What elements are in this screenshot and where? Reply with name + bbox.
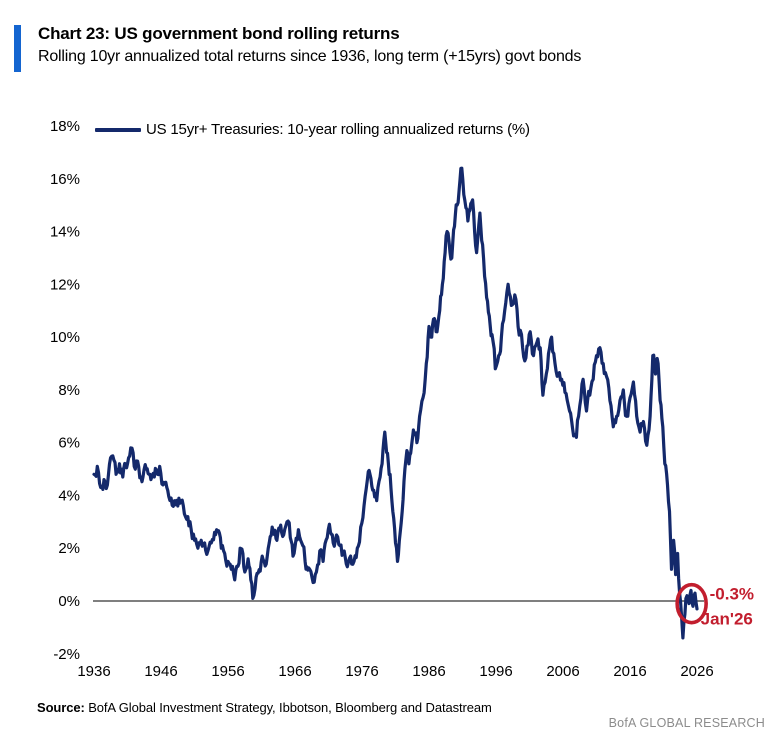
y-tick-label: 2% [58,540,80,557]
y-tick-label: 6% [58,435,80,452]
x-tick-label: 1976 [345,663,378,680]
y-tick-label: 0% [58,593,80,610]
y-tick-label: 4% [58,487,80,504]
source-label: Source: [37,700,85,715]
returns-line [92,166,699,640]
x-tick-label: 1986 [412,663,445,680]
x-tick-label: 1966 [278,663,311,680]
x-tick-label: 1956 [211,663,244,680]
x-tick-label: 1946 [144,663,177,680]
y-tick-label: 14% [50,224,80,241]
annotation-date: Jan'26 [701,610,753,629]
title-accent-bar [14,25,21,72]
y-tick-label: 16% [50,171,80,188]
y-tick-label: 10% [50,329,80,346]
annotation-value: -0.3% [710,585,754,604]
brand-footer: BofA GLOBAL RESEARCH [608,716,765,730]
y-tick-label: 8% [58,382,80,399]
chart-title: Chart 23: US government bond rolling ret… [38,24,400,43]
legend: US 15yr+ Treasuries: 10-year rolling ann… [95,121,530,138]
x-tick-label: 1936 [77,663,110,680]
y-tick-label: -2% [53,646,80,663]
x-tick-label: 2016 [613,663,646,680]
chart-subtitle: Rolling 10yr annualized total returns si… [38,48,582,65]
y-tick-label: 12% [50,276,80,293]
highlight-circle [675,582,708,625]
x-tick-label: 2006 [546,663,579,680]
x-tick-label: 1996 [479,663,512,680]
y-tick-label: 18% [50,118,80,135]
x-tick-label: 2026 [680,663,713,680]
legend-line-swatch [95,127,141,132]
source-text: BofA Global Investment Strategy, Ibbotso… [84,700,492,715]
source-line: Source: BofA Global Investment Strategy,… [37,700,492,715]
legend-label: US 15yr+ Treasuries: 10-year rolling ann… [146,121,530,138]
